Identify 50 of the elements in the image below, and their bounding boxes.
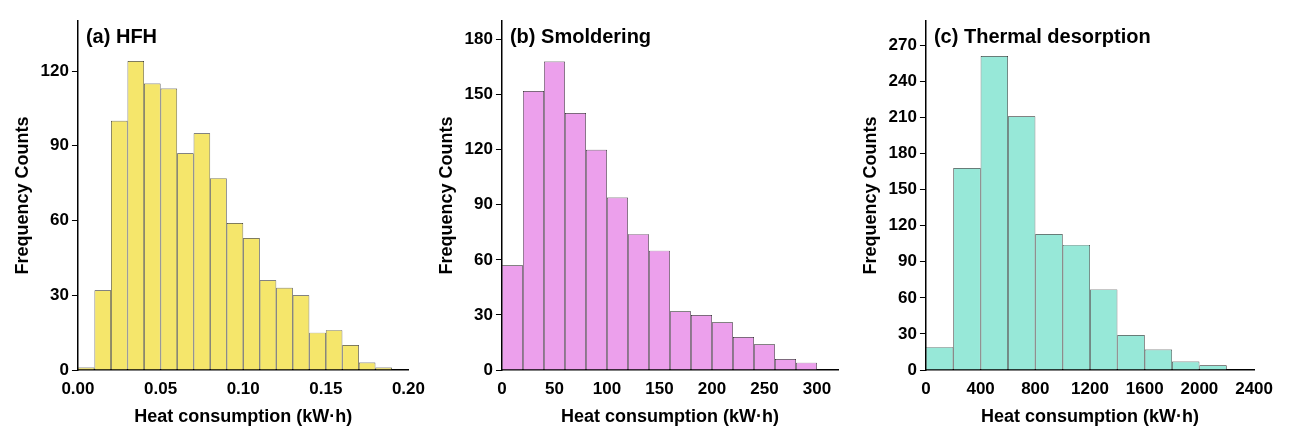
x-tick-label: 0 <box>497 378 507 398</box>
y-axis-title: Frequency Counts <box>859 116 880 275</box>
y-tick-label: 120 <box>40 60 69 80</box>
x-tick-label: 400 <box>966 378 995 398</box>
x-tick-label: 0.15 <box>309 378 343 398</box>
x-tick-label: 150 <box>645 378 674 398</box>
y-tick-label: 150 <box>464 84 493 104</box>
y-tick-label: 0 <box>59 359 69 379</box>
y-tick-label: 120 <box>888 215 917 235</box>
x-tick-label: 800 <box>1021 378 1050 398</box>
y-tick-label: 270 <box>888 34 917 54</box>
y-tick-label: 60 <box>474 249 493 269</box>
y-tick-label: 180 <box>888 143 917 163</box>
x-axis-title: Heat consumption (kW·h) <box>981 406 1200 427</box>
y-tick-label: 60 <box>50 210 69 230</box>
x-tick-label: 1200 <box>1071 378 1109 398</box>
x-tick-label: 250 <box>750 378 779 398</box>
x-tick-label: 0.00 <box>61 378 95 398</box>
y-tick-label: 30 <box>474 304 493 324</box>
y-tick-label: 90 <box>50 135 69 155</box>
y-tick-label: 240 <box>888 71 917 91</box>
y-tick-label: 90 <box>898 251 917 271</box>
x-tick-label: 300 <box>802 378 832 398</box>
y-axis-title: Frequency Counts <box>435 116 456 275</box>
y-tick-label: 90 <box>474 194 493 214</box>
x-tick-label: 100 <box>592 378 622 398</box>
x-tick-label: 0.20 <box>391 378 425 398</box>
x-tick-label: 0.10 <box>226 378 260 398</box>
y-tick-label: 180 <box>464 29 493 49</box>
y-tick-label: 150 <box>888 179 917 199</box>
chart-title: (c) Thermal desorption <box>933 24 1151 47</box>
y-tick-label: 30 <box>898 323 917 343</box>
y-tick-label: 0 <box>907 359 917 379</box>
y-axis-title: Frequency Counts <box>11 116 32 275</box>
x-tick-label: 1600 <box>1125 378 1164 398</box>
y-tick-label: 60 <box>898 287 917 307</box>
x-tick-label: 2000 <box>1180 378 1219 398</box>
chart-title: (a) HFH <box>85 24 158 47</box>
x-axis-title: Heat consumption (kW·h) <box>560 406 779 427</box>
x-tick-label: 50 <box>545 378 564 398</box>
x-tick-label: 0 <box>921 378 931 398</box>
y-tick-label: 0 <box>483 359 493 379</box>
x-tick-label: 0.05 <box>144 378 178 398</box>
x-tick-label: 2400 <box>1235 378 1273 398</box>
y-tick-label: 120 <box>464 139 493 159</box>
x-tick-label: 200 <box>697 378 727 398</box>
y-tick-label: 210 <box>888 107 917 127</box>
chart-title: (b) Smoldering <box>509 24 652 47</box>
x-axis-title: Heat consumption (kW·h) <box>134 406 353 427</box>
y-tick-label: 30 <box>50 284 69 304</box>
